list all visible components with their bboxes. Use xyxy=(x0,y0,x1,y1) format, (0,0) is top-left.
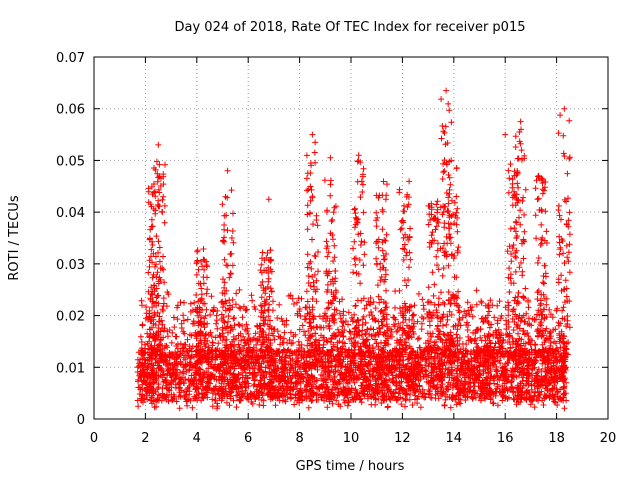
x-tick-label: 4 xyxy=(193,431,201,446)
x-tick-label: 12 xyxy=(394,431,411,446)
y-tick-label: 0.05 xyxy=(56,154,85,169)
y-tick-label: 0 xyxy=(77,413,85,428)
x-tick-label: 2 xyxy=(141,431,149,446)
roti-point-cloud xyxy=(134,87,573,412)
axis-ticks: 0 2 4 6 8 10 12 14 16 18 20 0 0.01 0.02 0.03 0.04 0.05 0.… xyxy=(56,51,616,446)
x-axis-label: GPS time / hours xyxy=(296,459,405,474)
y-tick-label: 0.04 xyxy=(56,206,85,221)
y-tick-label: 0.06 xyxy=(56,103,85,118)
chart-title: Day 024 of 2018, Rate Of TEC Index for r… xyxy=(175,20,526,35)
x-tick-label: 8 xyxy=(295,431,303,446)
x-tick-label: 18 xyxy=(548,431,565,446)
y-axis-label: ROTI / TECUs xyxy=(7,195,22,280)
x-tick-label: 20 xyxy=(600,431,617,446)
x-tick-label: 10 xyxy=(343,431,360,446)
y-tick-label: 0.02 xyxy=(56,310,85,325)
y-tick-label: 0.07 xyxy=(56,51,85,66)
data-points xyxy=(134,87,573,412)
x-tick-label: 6 xyxy=(244,431,252,446)
y-tick-label: 0.01 xyxy=(56,361,85,376)
y-tick-label: 0.03 xyxy=(56,258,85,273)
x-tick-label: 0 xyxy=(90,431,98,446)
x-tick-label: 14 xyxy=(446,431,463,446)
x-tick-label: 16 xyxy=(497,431,514,446)
